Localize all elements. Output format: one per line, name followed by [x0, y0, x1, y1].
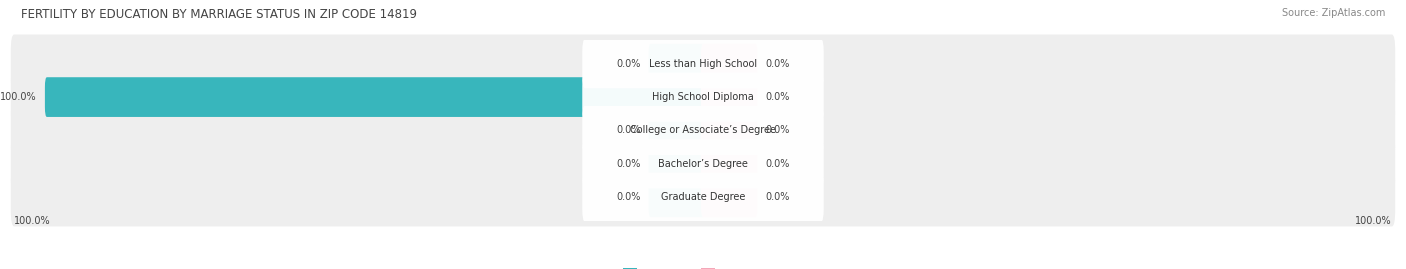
Text: 0.0%: 0.0%: [616, 192, 641, 202]
Text: 0.0%: 0.0%: [616, 59, 641, 69]
Legend: Married, Unmarried: Married, Unmarried: [619, 264, 787, 269]
FancyBboxPatch shape: [11, 101, 1395, 160]
FancyBboxPatch shape: [702, 177, 758, 217]
Text: 0.0%: 0.0%: [765, 92, 790, 102]
Text: 0.0%: 0.0%: [765, 159, 790, 169]
FancyBboxPatch shape: [582, 173, 824, 222]
FancyBboxPatch shape: [11, 68, 1395, 126]
FancyBboxPatch shape: [11, 135, 1395, 193]
FancyBboxPatch shape: [702, 111, 758, 150]
FancyBboxPatch shape: [648, 177, 704, 217]
FancyBboxPatch shape: [648, 111, 704, 150]
Text: 0.0%: 0.0%: [765, 125, 790, 136]
Text: 0.0%: 0.0%: [765, 192, 790, 202]
FancyBboxPatch shape: [11, 34, 1395, 93]
Text: 100.0%: 100.0%: [1355, 216, 1392, 226]
FancyBboxPatch shape: [582, 39, 824, 88]
FancyBboxPatch shape: [11, 168, 1395, 226]
Text: 0.0%: 0.0%: [616, 125, 641, 136]
Text: High School Diploma: High School Diploma: [652, 92, 754, 102]
FancyBboxPatch shape: [45, 77, 704, 117]
FancyBboxPatch shape: [702, 77, 758, 117]
Text: FERTILITY BY EDUCATION BY MARRIAGE STATUS IN ZIP CODE 14819: FERTILITY BY EDUCATION BY MARRIAGE STATU…: [21, 8, 418, 21]
Text: Bachelor’s Degree: Bachelor’s Degree: [658, 159, 748, 169]
Text: Less than High School: Less than High School: [650, 59, 756, 69]
Text: Graduate Degree: Graduate Degree: [661, 192, 745, 202]
Text: 100.0%: 100.0%: [0, 92, 37, 102]
FancyBboxPatch shape: [582, 106, 824, 155]
FancyBboxPatch shape: [648, 44, 704, 84]
Text: College or Associate’s Degree: College or Associate’s Degree: [630, 125, 776, 136]
FancyBboxPatch shape: [582, 139, 824, 188]
FancyBboxPatch shape: [582, 73, 824, 122]
FancyBboxPatch shape: [648, 144, 704, 184]
FancyBboxPatch shape: [702, 144, 758, 184]
Text: 0.0%: 0.0%: [765, 59, 790, 69]
FancyBboxPatch shape: [702, 44, 758, 84]
Text: Source: ZipAtlas.com: Source: ZipAtlas.com: [1281, 8, 1385, 18]
Text: 0.0%: 0.0%: [616, 159, 641, 169]
Text: 100.0%: 100.0%: [14, 216, 51, 226]
